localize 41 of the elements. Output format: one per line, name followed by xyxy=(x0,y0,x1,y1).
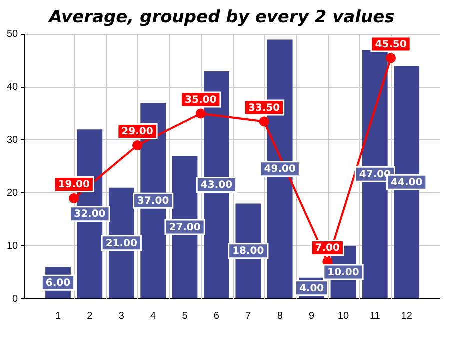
y-tick-label: 50 xyxy=(7,29,19,40)
x-tick-label: 7 xyxy=(246,310,252,322)
data-label: 37.00 xyxy=(138,196,170,207)
data-label: 19.00 xyxy=(58,180,90,191)
data-label: 43.00 xyxy=(200,180,233,192)
data-label: 45.50 xyxy=(375,39,407,50)
data-label: 33.50 xyxy=(248,102,280,114)
data-label: 35.00 xyxy=(185,94,217,106)
data-label: 29.00 xyxy=(122,126,154,138)
x-tick-label: 2 xyxy=(87,310,94,322)
point xyxy=(259,116,270,127)
point xyxy=(386,53,396,64)
data-label: 44.00 xyxy=(391,177,423,188)
x-tick-label: 5 xyxy=(182,310,188,322)
data-label: 18.00 xyxy=(232,246,264,258)
y-tick-label: 10 xyxy=(7,240,19,252)
x-tick-label: 8 xyxy=(277,310,284,322)
chart-title: Average, grouped by every 2 values xyxy=(47,8,395,28)
x-tick-label: 1 xyxy=(55,310,62,322)
x-tick-label: 9 xyxy=(309,310,316,322)
data-label: 10.00 xyxy=(328,267,360,278)
data-label: 7.00 xyxy=(315,243,340,254)
y-tick-label: 30 xyxy=(7,134,19,146)
data-label: 6.00 xyxy=(46,278,71,289)
point xyxy=(132,140,142,151)
y-tick-label: 20 xyxy=(7,188,19,199)
x-tick-label: 11 xyxy=(370,310,381,322)
data-label: 27.00 xyxy=(169,222,201,234)
data-label: 21.00 xyxy=(106,238,138,250)
x-tick-label: 4 xyxy=(150,310,157,322)
data-label: 49.00 xyxy=(264,164,296,176)
x-tick-label: 6 xyxy=(214,310,220,322)
x-tick-label: 12 xyxy=(401,310,413,322)
point xyxy=(69,193,80,204)
data-label: 4.00 xyxy=(299,283,324,294)
x-tick-label: 10 xyxy=(338,310,350,322)
x-tick-label: 3 xyxy=(118,310,125,322)
y-tick-label: 0 xyxy=(12,294,19,305)
data-label: 32.00 xyxy=(74,209,106,220)
point xyxy=(196,108,206,119)
y-tick-label: 40 xyxy=(7,82,19,94)
